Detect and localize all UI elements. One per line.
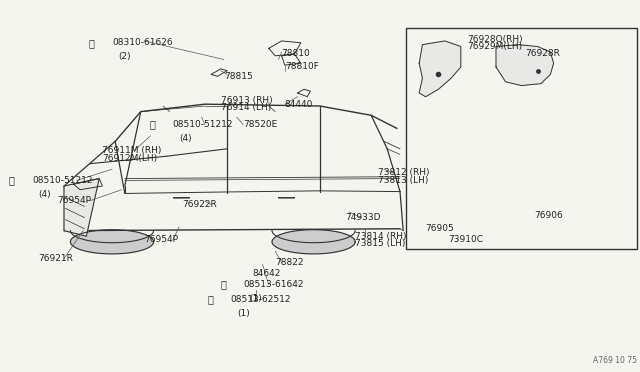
Text: Ⓢ: Ⓢ bbox=[89, 38, 95, 48]
Text: 84440: 84440 bbox=[285, 100, 313, 109]
Text: 08513-62512: 08513-62512 bbox=[230, 295, 291, 304]
Text: 73814 (RH): 73814 (RH) bbox=[355, 232, 406, 241]
Text: 76905: 76905 bbox=[426, 224, 454, 233]
Text: 08513-61642: 08513-61642 bbox=[243, 280, 304, 289]
Text: (1): (1) bbox=[237, 309, 250, 318]
Text: 08510-51212: 08510-51212 bbox=[173, 120, 234, 129]
Text: 84642: 84642 bbox=[253, 269, 281, 278]
Text: 76906: 76906 bbox=[534, 211, 563, 220]
Text: 76928Q(RH): 76928Q(RH) bbox=[467, 35, 523, 44]
Text: 76914 (LH): 76914 (LH) bbox=[221, 103, 271, 112]
Text: 78520E: 78520E bbox=[243, 120, 278, 129]
Polygon shape bbox=[419, 41, 461, 97]
Text: 76954P: 76954P bbox=[58, 196, 92, 205]
Text: A769 10 75: A769 10 75 bbox=[593, 356, 637, 365]
Text: 78810: 78810 bbox=[282, 49, 310, 58]
Text: 76928R: 76928R bbox=[525, 49, 559, 58]
Text: 76954P: 76954P bbox=[144, 235, 178, 244]
Text: 78815: 78815 bbox=[224, 72, 253, 81]
Text: (2): (2) bbox=[118, 52, 131, 61]
Polygon shape bbox=[64, 179, 99, 236]
Text: 76921R: 76921R bbox=[38, 254, 73, 263]
Polygon shape bbox=[70, 230, 154, 254]
Text: 73812 (RH): 73812 (RH) bbox=[378, 169, 429, 177]
Text: 76912M(LH): 76912M(LH) bbox=[102, 154, 157, 163]
Text: Ⓢ: Ⓢ bbox=[220, 280, 226, 289]
Text: 78822: 78822 bbox=[275, 258, 304, 267]
Text: 78810F: 78810F bbox=[285, 62, 319, 71]
Text: 76929M(LH): 76929M(LH) bbox=[467, 42, 522, 51]
Polygon shape bbox=[496, 45, 554, 86]
Text: 73813 (LH): 73813 (LH) bbox=[378, 176, 428, 185]
Text: Ⓢ: Ⓢ bbox=[9, 176, 15, 185]
Text: 76913 (RH): 76913 (RH) bbox=[221, 96, 273, 105]
Text: 08310-61626: 08310-61626 bbox=[112, 38, 173, 47]
Text: (1): (1) bbox=[250, 294, 262, 303]
Text: Ⓢ: Ⓢ bbox=[207, 295, 213, 304]
Text: (4): (4) bbox=[179, 134, 192, 143]
Text: 74933D: 74933D bbox=[346, 213, 381, 222]
Text: Ⓢ: Ⓢ bbox=[150, 120, 156, 129]
Bar bbox=[406, 28, 637, 249]
Text: 76922R: 76922R bbox=[182, 200, 217, 209]
Text: (4): (4) bbox=[38, 190, 51, 199]
Polygon shape bbox=[272, 230, 355, 254]
Text: 76911M (RH): 76911M (RH) bbox=[102, 146, 162, 155]
Text: 73815 (LH): 73815 (LH) bbox=[355, 239, 406, 248]
Text: 08510-51212: 08510-51212 bbox=[32, 176, 93, 185]
Text: 73910C: 73910C bbox=[448, 235, 483, 244]
